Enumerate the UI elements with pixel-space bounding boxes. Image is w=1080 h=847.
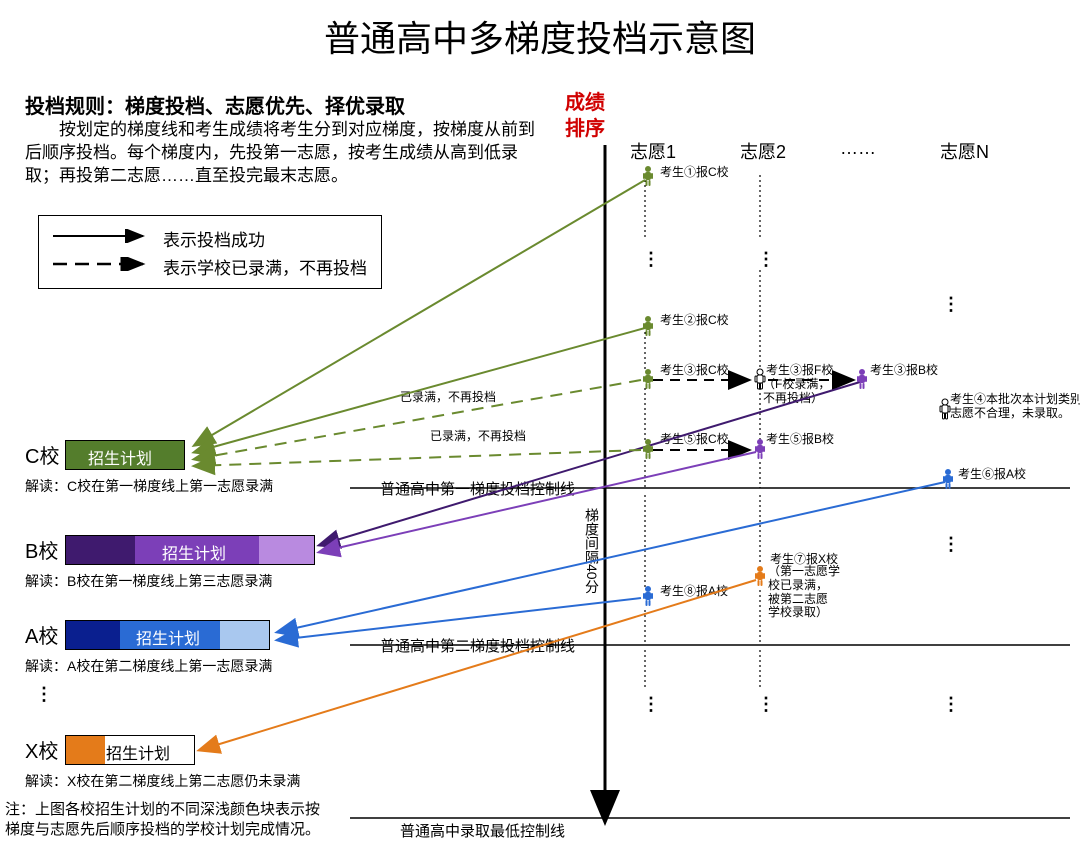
footnote: 注：上图各校招生计划的不同深浅颜色块表示按 梯度与志愿先后顺序投档的学校计划完成… xyxy=(5,800,320,839)
choice-header-2: 志愿2 xyxy=(740,138,786,164)
legend-solid-arrow xyxy=(53,229,153,248)
legend-box: 表示投档成功 表示学校已录满，不再投档 xyxy=(38,215,382,289)
score-sort-label: 成绩 排序 xyxy=(565,90,605,142)
rules-block: 投档规则：梯度投档、志愿优先、择优录取 按划定的梯度线和考生成绩将考生分到对应梯… xyxy=(25,90,545,188)
school-a-label: A校 xyxy=(25,620,58,649)
legend-dashed-text: 表示学校已录满，不再投档 xyxy=(163,254,367,279)
choice-header-n: 志愿N xyxy=(940,138,989,164)
school-c-interp: 解读：C校在第一梯度线上第一志愿录满 xyxy=(25,476,273,496)
tier1-line-label: 普通高中第一梯度投档控制线 xyxy=(380,478,575,499)
school-c-label: C校 xyxy=(25,440,59,469)
student2-label: 考生②报C校 xyxy=(660,311,729,328)
min-line-label: 普通高中录取最低控制线 xyxy=(400,820,565,841)
page-title: 普通高中多梯度投档示意图 xyxy=(0,10,1080,62)
col2-dots2: ⋮ xyxy=(757,700,775,709)
school-c-bar: 招生计划 xyxy=(65,440,185,470)
choice-header-1: 志愿1 xyxy=(630,138,676,164)
school-b-bar: 招生计划 xyxy=(65,535,315,565)
student3c-label: 考生③报B校 xyxy=(870,361,938,378)
school-a-plan-text: 招生计划 xyxy=(136,625,200,649)
student3a-label: 考生③报C校 xyxy=(660,361,729,378)
student6-label: 考生⑥报A校 xyxy=(958,465,1026,482)
legend-solid-text: 表示投档成功 xyxy=(163,226,265,251)
school-b-label: B校 xyxy=(25,535,58,564)
student5b-label: 考生⑤报B校 xyxy=(766,430,834,447)
school-x-plan-text: 招生计划 xyxy=(106,740,170,764)
coln-dots1: ⋮ xyxy=(942,300,960,309)
rules-body: 按划定的梯度线和考生成绩将考生分到对应梯度，按梯度从前到后顺序投档。每个梯度内，… xyxy=(25,119,545,188)
line-note-5: 已录满，不再投档 xyxy=(430,427,526,444)
school-x-bar: 招生计划 xyxy=(65,735,195,765)
school-b-interp: 解读：B校在第一梯度线上第三志愿录满 xyxy=(25,571,272,591)
student7-note: （第一志愿学 校已录满， 被第二志愿 学校录取） xyxy=(768,565,840,620)
school-x-label: X校 xyxy=(25,735,58,764)
school-dots: ⋮ xyxy=(35,690,53,699)
student1-label: 考生①报C校 xyxy=(660,163,729,180)
rules-heading: 投档规则：梯度投档、志愿优先、择优录取 xyxy=(25,90,545,119)
line-note-3: 已录满，不再投档 xyxy=(400,388,496,405)
legend-dashed-arrow xyxy=(53,257,153,276)
choice-header-dots: …… xyxy=(840,138,876,159)
student5a-label: 考生⑤报C校 xyxy=(660,430,729,447)
school-x-interp: 解读：X校在第二梯度线上第二志愿仍未录满 xyxy=(25,771,300,791)
student3-note: （F校录满， 不再投档） xyxy=(763,378,830,406)
school-a-interp: 解读：A校在第二梯度线上第一志愿录满 xyxy=(25,656,272,676)
coln-dots2: ⋮ xyxy=(942,540,960,549)
school-a-bar: 招生计划 xyxy=(65,620,270,650)
student3b-label: 考生③报F校 xyxy=(766,361,833,378)
col1-dots2: ⋮ xyxy=(642,700,660,709)
col1-dots1: ⋮ xyxy=(642,255,660,264)
school-c-plan-text: 招生计划 xyxy=(88,445,152,469)
student8-label: 考生⑧报A校 xyxy=(660,582,728,599)
school-b-plan-text: 招生计划 xyxy=(162,540,226,564)
coln-dots3: ⋮ xyxy=(942,700,960,709)
student4-note: 考生④本批次本计划类别 志愿不合理，未录取。 xyxy=(950,393,1080,421)
col2-dots1: ⋮ xyxy=(757,255,775,264)
tier-gap-label: 梯度间隔40分 xyxy=(582,508,602,594)
tier2-line-label: 普通高中第二梯度投档控制线 xyxy=(380,635,575,656)
